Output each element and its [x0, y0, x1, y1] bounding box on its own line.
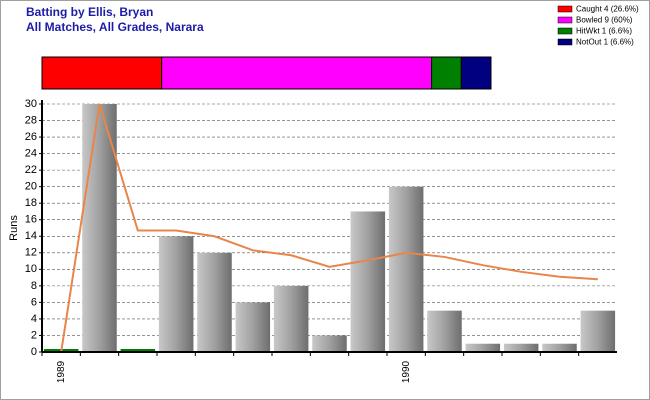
legend-swatch — [557, 5, 573, 13]
bar — [580, 310, 616, 352]
bar — [312, 335, 347, 352]
legend-swatch — [557, 38, 573, 46]
y-tick-label: 4 — [31, 313, 37, 325]
dismissal-segment — [41, 56, 163, 90]
legend-label: Bowled 9 (60%) — [576, 16, 633, 25]
legend-label: Caught 4 (26.6%) — [576, 5, 639, 14]
y-tick-label: 26 — [25, 131, 37, 143]
dismissal-segment — [431, 56, 462, 90]
legend-label: HitWkt 1 (6.6%) — [576, 27, 632, 36]
bar — [427, 310, 462, 352]
chart-title: Batting by Ellis, Bryan — [26, 5, 153, 19]
y-axis-label: Runs — [8, 215, 20, 241]
bar — [388, 186, 424, 352]
bar — [158, 236, 194, 352]
y-tick-label: 14 — [25, 230, 37, 242]
y-tick-label: 2 — [31, 329, 37, 341]
average-line — [60, 103, 598, 353]
y-tick-label: 12 — [25, 247, 37, 259]
y-tick-label: 18 — [25, 197, 37, 209]
bar — [503, 343, 539, 352]
y-tick-label: 6 — [31, 296, 37, 308]
bar — [273, 285, 309, 352]
y-tick-label: 22 — [25, 164, 37, 176]
dismissal-segment — [161, 56, 433, 90]
y-tick-label: 16 — [25, 214, 37, 226]
legend-label: NotOut 1 (6.6%) — [576, 38, 634, 47]
dismissal-segment — [460, 56, 492, 90]
chart-subtitle: All Matches, All Grades, Narara — [26, 20, 204, 34]
y-tick-label: 20 — [25, 181, 37, 193]
legend-swatch — [557, 27, 573, 35]
x-tick-label: 1990 — [401, 360, 412, 383]
y-tick-label: 10 — [25, 263, 37, 275]
y-tick-label: 24 — [25, 148, 37, 160]
bar — [465, 343, 501, 352]
y-tick-label: 8 — [31, 280, 37, 292]
y-tick-label: 0 — [31, 346, 37, 358]
bar — [350, 211, 386, 352]
bar — [197, 252, 232, 352]
y-tick-label: 30 — [25, 98, 37, 110]
bar — [542, 343, 577, 352]
bar — [120, 349, 156, 352]
y-tick-label: 28 — [25, 114, 37, 126]
legend-swatch — [557, 16, 573, 24]
bar — [235, 302, 271, 352]
x-tick-label: 1989 — [56, 360, 67, 383]
